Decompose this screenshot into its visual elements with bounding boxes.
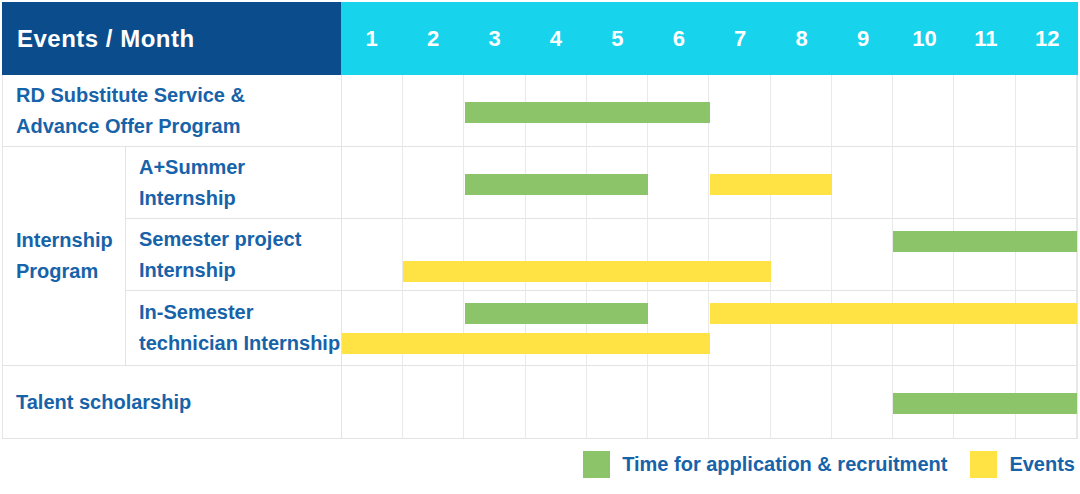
row-talent-scholarship: Talent scholarship xyxy=(3,366,1077,439)
group-label-line: Internship xyxy=(16,229,113,251)
row-label-semester-project: Semester project Internship xyxy=(125,219,341,290)
month-header-4: 4 xyxy=(525,2,586,75)
row-label-line: Semester project xyxy=(139,228,301,250)
event-bar xyxy=(710,174,833,195)
internship-program-rows: A+Summer Internship Semester proj xyxy=(125,147,1077,365)
row-label-line: RD Substitute Service & xyxy=(16,84,245,106)
month-header-strip: 1 2 3 4 5 6 7 8 9 10 11 12 xyxy=(341,2,1078,75)
application-bar xyxy=(465,174,649,195)
group-label-line: Program xyxy=(16,260,98,282)
row-in-semester-technician: In-Semester technician Internship xyxy=(125,291,1077,365)
row-a-plus-summer: A+Summer Internship xyxy=(125,147,1077,219)
month-header-5: 5 xyxy=(587,2,648,75)
row-label-line: Internship xyxy=(139,259,236,281)
event-bar xyxy=(710,303,1078,324)
row-rd-substitute: RD Substitute Service & Advance Offer Pr… xyxy=(3,75,1077,147)
row-label-line: In-Semester xyxy=(139,301,254,323)
gantt-lane-rd-substitute xyxy=(341,75,1077,146)
events-legend-label: Events xyxy=(1009,453,1075,476)
table-title-cell: Events / Month xyxy=(2,2,341,75)
row-label-a-plus-summer: A+Summer Internship xyxy=(125,147,341,218)
event-bar xyxy=(342,333,710,354)
group-label-internship-program: Internship Program xyxy=(3,147,125,365)
table-body: RD Substitute Service & Advance Offer Pr… xyxy=(2,75,1078,439)
row-semester-project: Semester project Internship xyxy=(125,219,1077,291)
month-header-12: 12 xyxy=(1017,2,1078,75)
row-label-rd-substitute: RD Substitute Service & Advance Offer Pr… xyxy=(3,75,341,146)
month-header-1: 1 xyxy=(341,2,402,75)
application-bar xyxy=(465,102,710,123)
events-schedule-page: Events / Month 1 2 3 4 5 6 7 8 9 10 11 1… xyxy=(0,0,1080,494)
row-label-line: Internship xyxy=(139,187,236,209)
row-label-line: Talent scholarship xyxy=(16,391,191,413)
events-gantt-table: Events / Month 1 2 3 4 5 6 7 8 9 10 11 1… xyxy=(2,2,1078,439)
row-label-line: technician Internship xyxy=(139,332,340,354)
gantt-lane-semester-project xyxy=(341,219,1077,290)
application-bar xyxy=(893,393,1077,414)
row-label-talent-scholarship: Talent scholarship xyxy=(3,366,341,438)
gantt-lane-a-plus-summer xyxy=(341,147,1077,218)
month-header-11: 11 xyxy=(955,2,1016,75)
event-bar xyxy=(403,261,771,282)
application-bar xyxy=(465,303,649,324)
internship-program-group: Internship Program A+Summer Internship xyxy=(3,147,1077,366)
gantt-lane-talent-scholarship xyxy=(341,366,1077,438)
row-label-line: Advance Offer Program xyxy=(16,115,241,137)
events-legend-swatch xyxy=(970,451,997,478)
row-label-line: A+Summer xyxy=(139,156,245,178)
application-legend-label: Time for application & recruitment xyxy=(622,453,947,476)
month-header-8: 8 xyxy=(771,2,832,75)
month-header-2: 2 xyxy=(402,2,463,75)
row-label-in-semester-technician: In-Semester technician Internship xyxy=(125,291,341,365)
table-header-row: Events / Month 1 2 3 4 5 6 7 8 9 10 11 1… xyxy=(2,2,1078,75)
table-title: Events / Month xyxy=(17,25,195,53)
application-legend-swatch xyxy=(583,451,610,478)
month-header-3: 3 xyxy=(464,2,525,75)
month-header-10: 10 xyxy=(894,2,955,75)
month-header-6: 6 xyxy=(648,2,709,75)
application-bar xyxy=(893,231,1077,252)
month-header-9: 9 xyxy=(832,2,893,75)
chart-legend: Time for application & recruitment Event… xyxy=(583,451,1075,478)
gantt-lane-in-semester-technician xyxy=(341,291,1077,365)
month-header-7: 7 xyxy=(710,2,771,75)
